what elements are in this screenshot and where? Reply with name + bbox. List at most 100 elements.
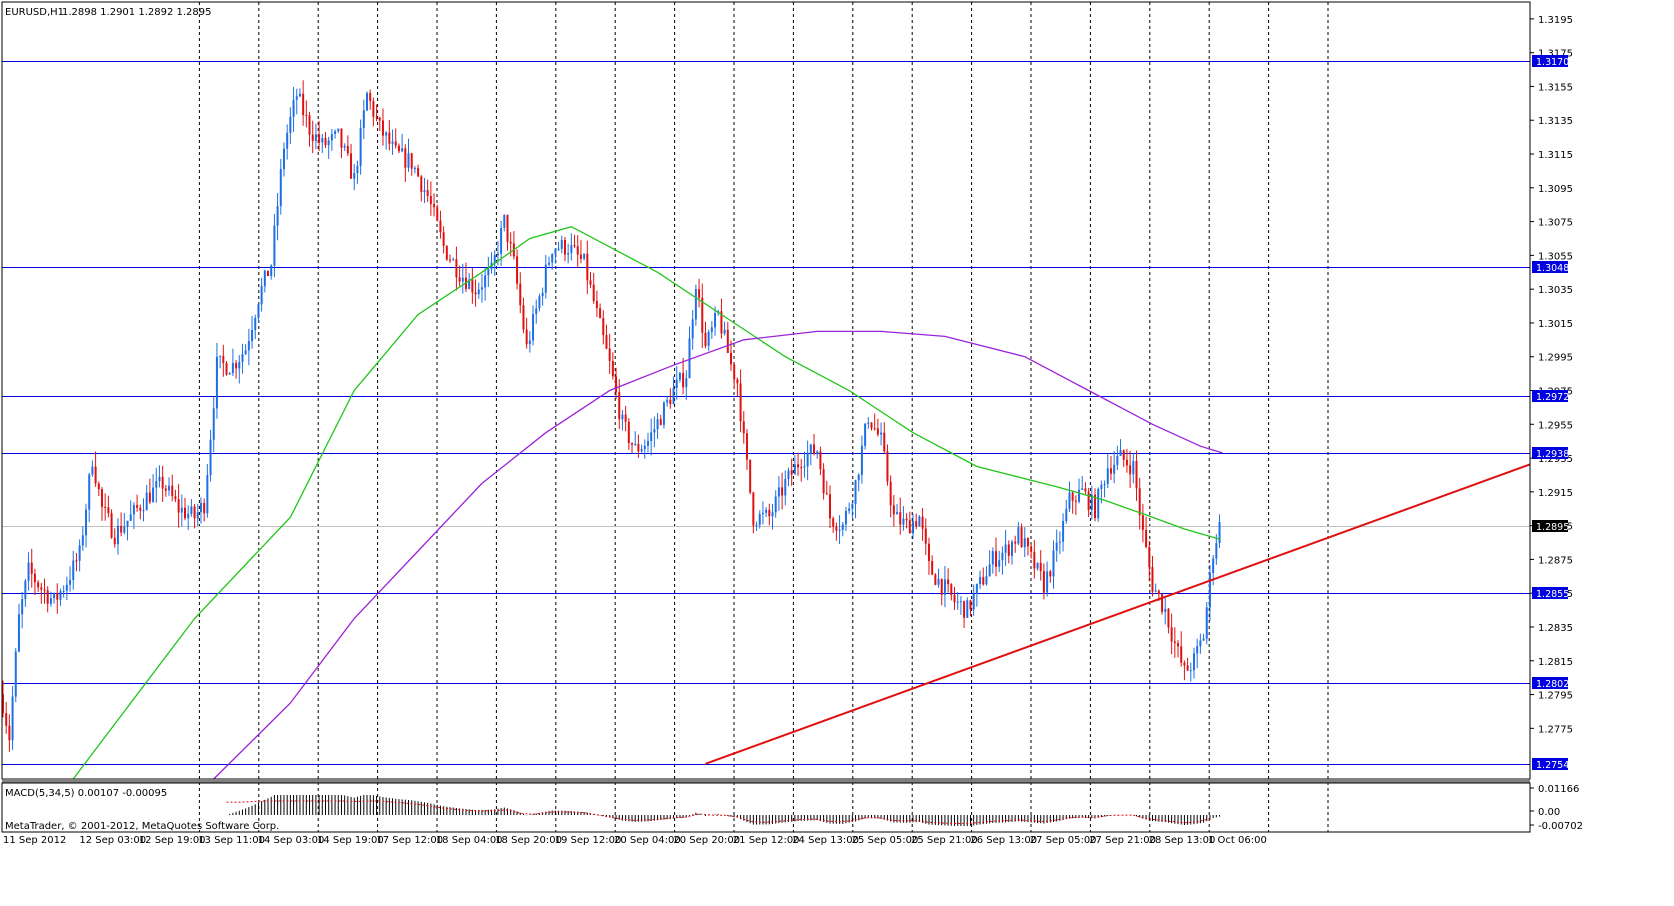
- candle-body: [959, 601, 962, 603]
- candle-body: [471, 279, 474, 293]
- candle-body: [1039, 562, 1042, 572]
- candle-body: [238, 361, 241, 369]
- candle-body: [979, 577, 982, 585]
- chart-frame: [1, 1, 1531, 833]
- candle-body: [643, 445, 646, 450]
- candle-body: [548, 262, 551, 265]
- trendline-group[interactable]: [705, 463, 1531, 765]
- candle-body: [848, 508, 851, 512]
- candle-body: [219, 355, 222, 357]
- candle-body: [62, 590, 65, 592]
- horizontal-levels[interactable]: [2, 61, 1530, 765]
- candle-body: [867, 422, 870, 424]
- candle-body: [433, 204, 436, 208]
- candle-body: [860, 445, 863, 475]
- candle-body: [1062, 521, 1065, 542]
- candle-body: [110, 513, 113, 538]
- candle-body: [669, 399, 672, 405]
- candle-body: [372, 101, 375, 117]
- candle-body: [1109, 468, 1112, 474]
- candle-body: [621, 414, 624, 420]
- candle-body: [56, 593, 59, 600]
- candle-body: [477, 289, 480, 295]
- x-tick-label: 18 Sep 20:00: [495, 835, 562, 846]
- candle-body: [659, 419, 662, 425]
- candle-body: [969, 600, 972, 610]
- candle-body: [1001, 552, 1004, 561]
- candle-body: [257, 304, 260, 318]
- candle-body: [1212, 558, 1215, 574]
- candle-body: [1049, 571, 1052, 577]
- level-price-label: 1.2754: [1536, 760, 1569, 771]
- candle-body: [311, 134, 314, 141]
- candle-body: [190, 506, 193, 514]
- candle-body: [184, 507, 187, 519]
- candle-body: [589, 280, 592, 285]
- candle-body: [94, 466, 97, 484]
- candle-body: [449, 259, 452, 261]
- candle-body: [1065, 508, 1068, 522]
- x-tick-label: 1 Oct 06:00: [1208, 835, 1267, 846]
- candle-body: [484, 275, 487, 288]
- candle-body: [97, 483, 100, 490]
- main-grid: [198, 2, 1329, 832]
- candle-body: [225, 363, 228, 375]
- candle-body: [113, 537, 116, 545]
- candle-body: [337, 128, 340, 132]
- candle-body: [1129, 465, 1132, 475]
- candle-body: [17, 614, 20, 652]
- y-tick-label: 1.2815: [1538, 657, 1573, 668]
- x-tick-label: 26 Sep 13:00: [970, 835, 1037, 846]
- candle-body: [784, 479, 787, 496]
- y-tick-label: 1.3135: [1538, 116, 1573, 127]
- level-price-label: 1.2802: [1536, 679, 1569, 690]
- candle-body: [720, 311, 723, 334]
- candle-body: [1135, 460, 1138, 489]
- candle-body: [854, 480, 857, 504]
- x-tick-label: 24 Sep 13:00: [792, 835, 859, 846]
- candle-body: [206, 475, 209, 514]
- candle-body: [359, 127, 362, 166]
- candle-body: [870, 422, 873, 429]
- candle-body: [401, 148, 404, 152]
- candle-body: [247, 341, 250, 351]
- candle-body: [308, 115, 311, 135]
- candle-body: [423, 190, 426, 192]
- candle-body: [1055, 542, 1058, 551]
- candle-body: [1170, 627, 1173, 642]
- candle-body: [704, 332, 707, 346]
- candle-body: [40, 587, 43, 590]
- candle-body: [116, 525, 119, 545]
- candle-body: [37, 582, 40, 588]
- candle-body: [244, 350, 247, 355]
- candle-body: [436, 207, 439, 221]
- candle-body: [334, 131, 337, 134]
- candle-body: [1046, 571, 1049, 593]
- candle-body: [241, 354, 244, 362]
- candle-body: [27, 562, 30, 581]
- candle-body: [107, 507, 110, 514]
- x-tick-label: 27 Sep 21:00: [1089, 835, 1156, 846]
- y-tick-label: 1.3015: [1538, 319, 1573, 330]
- level-price-label: 1.3170: [1536, 57, 1569, 68]
- candle-body: [59, 591, 62, 600]
- candle-body: [500, 227, 503, 254]
- candle-body: [75, 560, 78, 562]
- candle-body: [1020, 527, 1023, 548]
- x-tick-label: 12 Sep 03:00: [79, 835, 146, 846]
- candle-body: [104, 506, 107, 508]
- candle-body: [279, 169, 282, 206]
- candle-body: [350, 153, 353, 179]
- candle-body: [828, 494, 831, 519]
- candle-body: [864, 423, 867, 446]
- y-tick-label: 1.2875: [1538, 555, 1573, 566]
- candle-body: [1090, 494, 1093, 511]
- candle-body: [161, 476, 164, 489]
- candle-body: [755, 524, 758, 526]
- candle-body: [541, 292, 544, 297]
- candle-body: [378, 117, 381, 121]
- y-tick-label: 1.3055: [1538, 251, 1573, 262]
- candle-body: [841, 524, 844, 530]
- candle-body: [318, 134, 321, 143]
